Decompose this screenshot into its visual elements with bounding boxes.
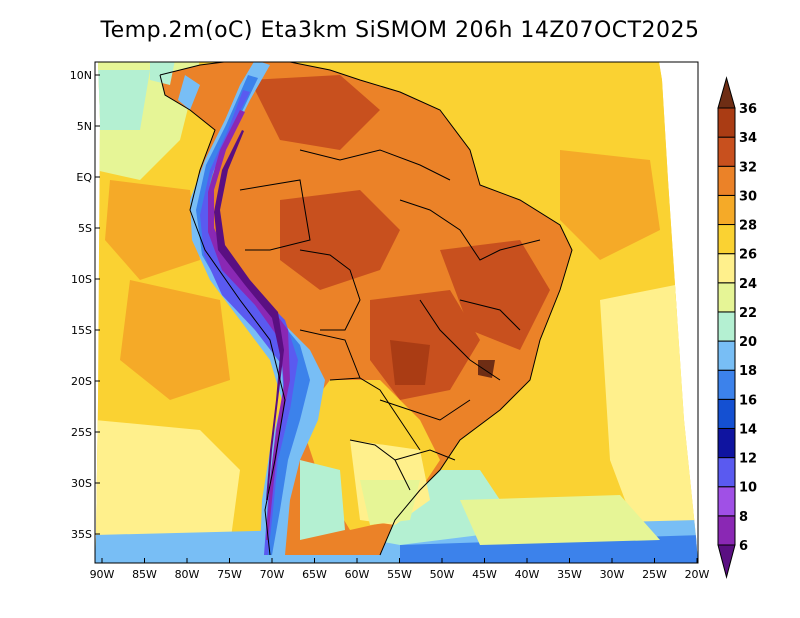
colorbar-label: 28 (739, 219, 757, 234)
colorbar-segment (717, 253, 736, 284)
lon-tick-label: 85W (132, 568, 157, 581)
country-borders (159, 62, 573, 556)
colorbar-label: 32 (739, 160, 757, 175)
map-frame (94, 61, 699, 564)
lon-tick-label: 30W (600, 568, 625, 581)
lon-tick-label: 70W (260, 568, 285, 581)
lat-tick-label: 35S (71, 528, 92, 541)
colorbar-segment (717, 457, 736, 488)
colorbar-label: 26 (739, 248, 757, 263)
colorbar-underflow (717, 544, 736, 579)
colorbar-label: 34 (739, 131, 757, 146)
colorbar-segment (717, 427, 736, 459)
colorbar-segment (717, 398, 736, 429)
colorbar-segment (717, 340, 736, 371)
colorbar-label: 16 (739, 393, 757, 408)
colorbar: 6 8 10 12 14 16 18 20 22 24 26 28 30 32 34 36 (717, 76, 757, 579)
colorbar-label: 12 (739, 452, 757, 467)
colorbar-label: 30 (739, 189, 757, 204)
lon-tick-label: 90W (90, 568, 115, 581)
latitude-axis: 10N 5N EQ 5S 10S 15S 20S 25S 30S 35S (70, 69, 100, 541)
temperature-field (95, 62, 698, 563)
colorbar-segment (717, 107, 736, 138)
colorbar-segment (717, 165, 736, 196)
lon-tick-label: 55W (387, 568, 412, 581)
lat-tick-label: 30S (71, 477, 92, 490)
lat-tick-label: 10N (70, 69, 92, 82)
colorbar-label: 22 (739, 306, 757, 321)
colorbar-label: 24 (739, 277, 757, 292)
colorbar-label: 6 (739, 539, 748, 554)
colorbar-segment (717, 194, 736, 226)
lat-tick-label: 10S (71, 273, 92, 286)
colorbar-label: 36 (739, 102, 757, 117)
lon-tick-label: 35W (557, 568, 582, 581)
lat-tick-label: 15S (71, 324, 92, 337)
lat-tick-label: 5S (78, 222, 92, 235)
colorbar-segment (717, 369, 736, 400)
lon-tick-label: 50W (430, 568, 455, 581)
lat-tick-label: 20S (71, 375, 92, 388)
lon-tick-label: 25W (642, 568, 667, 581)
continent-land (160, 62, 572, 555)
map-title: Temp.2m(oC) Eta3km SiSMOM 206h 14Z07OCT2… (100, 18, 700, 43)
lat-tick-label: EQ (76, 171, 92, 184)
colorbar-segment (717, 311, 736, 342)
lat-tick-label: 5N (77, 120, 92, 133)
lon-tick-label: 60W (345, 568, 370, 581)
colorbar-label: 10 (739, 481, 757, 496)
lon-tick-label: 65W (302, 568, 327, 581)
longitude-axis: 90W 85W 80W 75W 70W 65W 60W 55W 50W 45W 40W 35W 30W 2… (90, 558, 710, 581)
colorbar-label: 14 (739, 422, 757, 437)
lon-tick-label: 20W (685, 568, 710, 581)
colorbar-overflow (717, 76, 736, 109)
lon-tick-label: 40W (515, 568, 540, 581)
colorbar-label: 8 (739, 510, 748, 525)
lon-tick-label: 45W (472, 568, 497, 581)
colorbar-segment (717, 136, 736, 167)
colorbar-label: 18 (739, 364, 757, 379)
colorbar-segment (717, 486, 736, 517)
colorbar-segment (717, 224, 736, 255)
colorbar-label: 20 (739, 335, 757, 350)
lon-tick-label: 75W (217, 568, 242, 581)
colorbar-segment (717, 515, 736, 546)
colorbar-segment (717, 282, 736, 313)
lon-tick-label: 80W (175, 568, 200, 581)
lat-tick-label: 25S (71, 426, 92, 439)
